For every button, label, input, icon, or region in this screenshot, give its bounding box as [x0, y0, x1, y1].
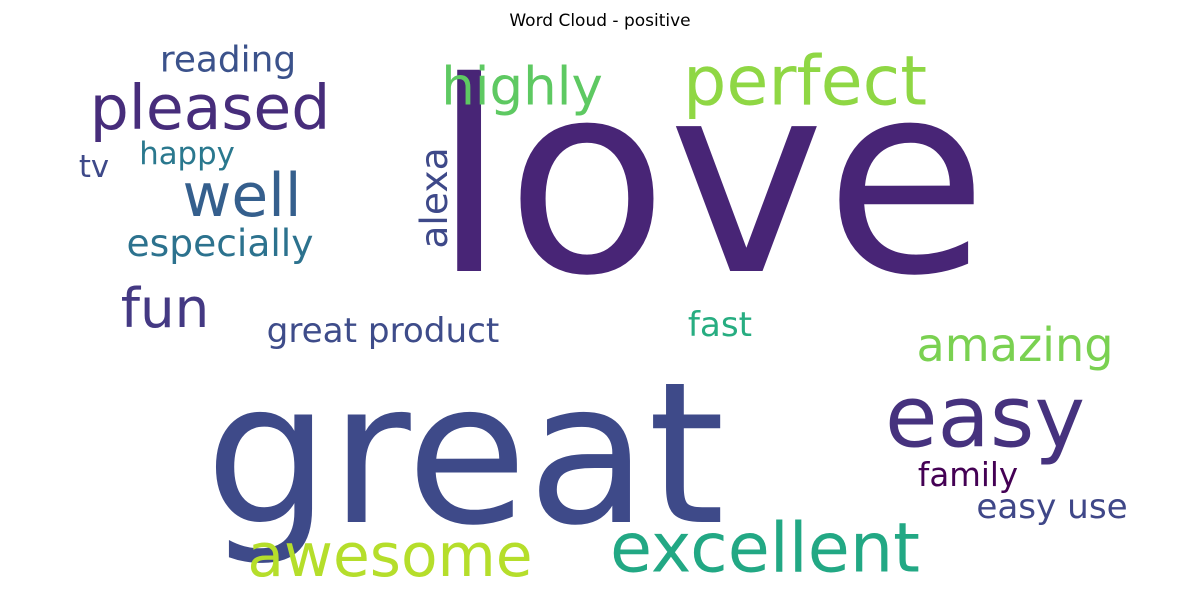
word-happy: happy: [139, 136, 235, 172]
word-amazing: amazing: [916, 318, 1113, 372]
word-perfect: perfect: [683, 43, 927, 122]
chart-title: Word Cloud - positive: [509, 11, 691, 31]
word-easy: easy: [885, 369, 1085, 468]
word-excellent: excellent: [610, 510, 920, 589]
word-family: family: [918, 456, 1018, 494]
word-love: love: [432, 26, 988, 334]
word-alexa: alexa: [412, 147, 456, 248]
word-great-product: great product: [267, 311, 500, 351]
word-highly: highly: [441, 57, 603, 118]
word-easy-use: easy use: [976, 487, 1127, 527]
word-fast: fast: [688, 305, 752, 345]
word-especially: especially: [127, 221, 314, 265]
word-well: well: [183, 161, 302, 231]
word-great: great: [205, 341, 725, 569]
word-fun: fun: [121, 276, 210, 340]
word-awesome: awesome: [247, 521, 532, 591]
word-tv: tv: [79, 149, 109, 185]
word-reading: reading: [160, 40, 296, 81]
word-pleased: pleased: [90, 72, 331, 144]
